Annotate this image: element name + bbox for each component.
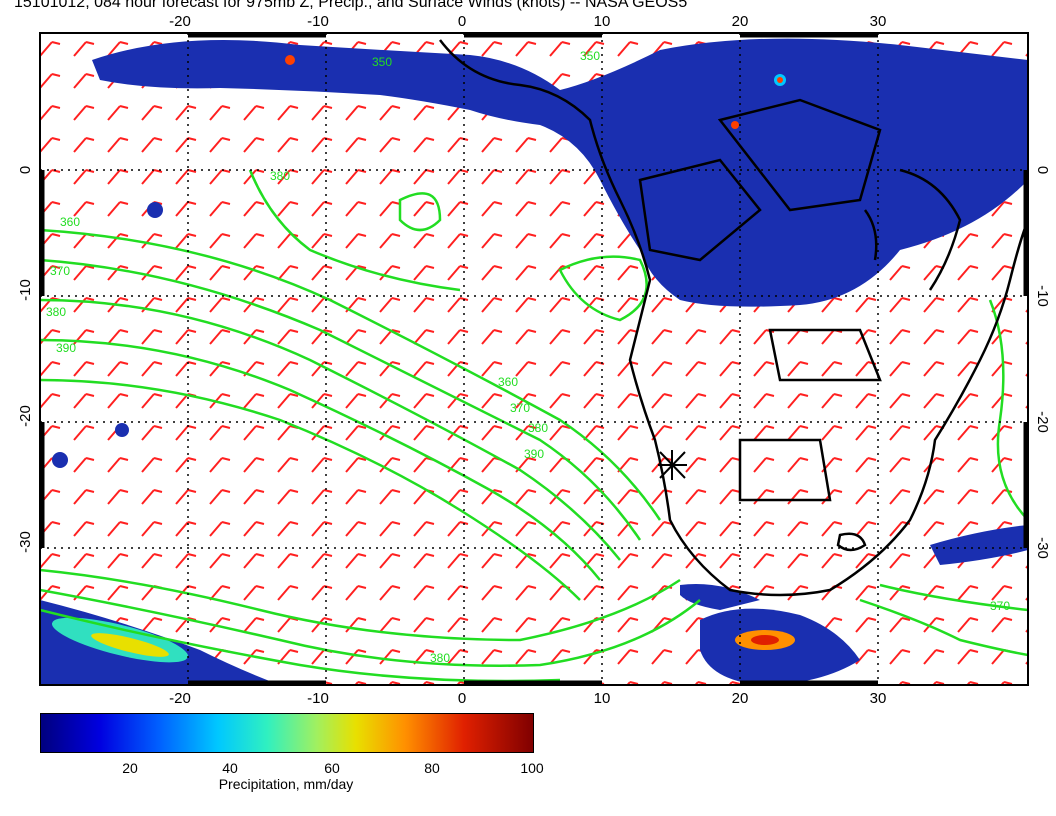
colorbar-title: Precipitation, mm/day bbox=[218, 776, 354, 792]
svg-text:390: 390 bbox=[524, 447, 544, 461]
svg-text:390: 390 bbox=[56, 341, 76, 355]
lat-labels-left: 0 -10 -20 -30 bbox=[17, 166, 34, 553]
colorbar-tick: 100 bbox=[520, 760, 544, 776]
svg-text:0: 0 bbox=[1034, 166, 1051, 174]
svg-text:20: 20 bbox=[732, 690, 749, 707]
svg-text:360: 360 bbox=[60, 215, 80, 229]
svg-text:360: 360 bbox=[498, 375, 518, 389]
svg-text:380: 380 bbox=[270, 169, 290, 183]
height-contours bbox=[40, 169, 1028, 683]
svg-text:30: 30 bbox=[870, 690, 887, 707]
svg-text:-30: -30 bbox=[1034, 537, 1051, 559]
colorbar-tick: 20 bbox=[122, 760, 138, 776]
svg-text:0: 0 bbox=[458, 690, 466, 707]
svg-text:350: 350 bbox=[580, 49, 600, 63]
map-title: 15101012, 084 hour forecast for 975mb Z,… bbox=[14, 0, 688, 11]
lon-labels-top: -20 -10 0 10 20 30 bbox=[169, 13, 886, 30]
colorbar-tick: 40 bbox=[222, 760, 238, 776]
svg-text:-20: -20 bbox=[169, 13, 191, 30]
coastlines bbox=[439, 39, 1028, 597]
svg-text:30: 30 bbox=[870, 13, 887, 30]
svg-text:-30: -30 bbox=[17, 531, 34, 553]
svg-text:370: 370 bbox=[990, 599, 1010, 613]
svg-text:380: 380 bbox=[528, 421, 548, 435]
svg-text:370: 370 bbox=[510, 401, 530, 415]
precip-hotspots bbox=[51, 55, 795, 663]
colorbar-tick: 60 bbox=[324, 760, 340, 776]
svg-text:-20: -20 bbox=[169, 690, 191, 707]
svg-text:-10: -10 bbox=[307, 13, 329, 30]
colorbar-tick: 80 bbox=[424, 760, 440, 776]
svg-text:350: 350 bbox=[372, 55, 392, 69]
svg-text:10: 10 bbox=[594, 13, 611, 30]
lon-labels-bottom: -20 -10 0 10 20 30 bbox=[169, 690, 886, 707]
svg-text:-10: -10 bbox=[17, 279, 34, 301]
svg-text:0: 0 bbox=[17, 166, 34, 174]
frame-ticks bbox=[39, 32, 1029, 686]
svg-text:-10: -10 bbox=[307, 690, 329, 707]
svg-text:-20: -20 bbox=[17, 405, 34, 427]
svg-text:370: 370 bbox=[50, 264, 70, 278]
svg-text:380: 380 bbox=[430, 651, 450, 665]
svg-text:10: 10 bbox=[594, 690, 611, 707]
contour-labels: 350 360 370 380 390 380 360 370 380 390 … bbox=[46, 49, 1010, 665]
svg-text:-10: -10 bbox=[1034, 285, 1051, 307]
station-marker bbox=[658, 450, 687, 480]
svg-text:380: 380 bbox=[46, 305, 66, 319]
precip-colorbar bbox=[40, 713, 534, 753]
svg-text:20: 20 bbox=[732, 13, 749, 30]
svg-text:0: 0 bbox=[458, 13, 466, 30]
lat-labels-right: 0 -10 -20 -30 bbox=[1034, 166, 1051, 559]
svg-text:-20: -20 bbox=[1034, 411, 1051, 433]
